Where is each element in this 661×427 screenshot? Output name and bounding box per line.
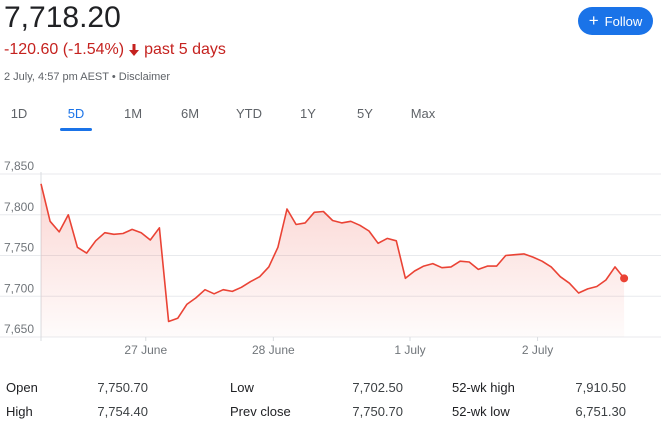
stat-value-open: 7,750.70 xyxy=(97,380,148,395)
stat-value-prev-close: 7,750.70 xyxy=(352,404,403,419)
tab-1y[interactable]: 1Y xyxy=(300,106,316,121)
y-tick-label: 7,850 xyxy=(4,159,34,173)
stat-value-high: 7,754.40 xyxy=(97,404,148,419)
active-tab-indicator xyxy=(60,128,92,131)
tab-ytd[interactable]: YTD xyxy=(236,106,262,121)
tab-1d[interactable]: 1D xyxy=(10,106,28,121)
time-range-tabs: 1D 5D 1M 6M YTD 1Y 5Y Max xyxy=(0,104,661,131)
key-stats: Open 7,750.70 Low 7,702.50 52-wk high 7,… xyxy=(0,380,661,424)
price-area xyxy=(41,183,625,337)
y-tick-label: 7,700 xyxy=(4,281,34,295)
stats-row: High 7,754.40 Prev close 7,750.70 52-wk … xyxy=(0,404,661,424)
timestamp: 2 July, 4:57 pm AEST xyxy=(4,71,109,83)
stat-label-low: Low xyxy=(230,380,254,395)
x-tick-label: 1 July xyxy=(394,343,425,357)
tab-max[interactable]: Max xyxy=(410,106,436,121)
x-tick-label: 28 June xyxy=(252,343,295,357)
stat-label-prev-close: Prev close xyxy=(230,404,291,419)
meta-separator: • xyxy=(111,71,116,83)
y-tick-label: 7,750 xyxy=(4,241,34,255)
current-price-marker xyxy=(620,274,629,283)
price-chart[interactable]: 7,850 7,800 7,750 7,700 7,650 27 June 28 June… xyxy=(0,158,661,358)
chart-svg: 7,850 7,800 7,750 7,700 7,650 27 June 28 June… xyxy=(0,159,661,357)
follow-button[interactable]: + Follow xyxy=(578,7,653,35)
change-value: -120.60 (-1.54%) xyxy=(4,41,125,58)
follow-label: Follow xyxy=(604,13,643,29)
stat-value-52wk-low: 6,751.30 xyxy=(575,404,626,419)
disclaimer-link[interactable]: Disclaimer xyxy=(118,71,171,83)
tab-5d[interactable]: 5D xyxy=(67,106,85,121)
y-tick-label: 7,650 xyxy=(4,322,34,336)
stat-label-52wk-low: 52-wk low xyxy=(452,404,510,419)
quote-meta: 2 July, 4:57 pm AEST • Disclaimer xyxy=(4,70,170,84)
y-tick-label: 7,800 xyxy=(4,200,34,214)
price-line xyxy=(40,183,625,323)
arrow-down-icon xyxy=(129,44,140,56)
price-change: -120.60 (-1.54%) past 5 days xyxy=(4,40,226,60)
stat-label-open: Open xyxy=(6,380,38,395)
stat-value-low: 7,702.50 xyxy=(352,380,403,395)
stat-value-52wk-high: 7,910.50 xyxy=(575,380,626,395)
current-price: 7,718.20 xyxy=(4,1,121,34)
stat-label-52wk-high: 52-wk high xyxy=(452,380,515,395)
stat-label-high: High xyxy=(6,404,33,419)
plus-icon: + xyxy=(588,11,599,30)
stats-row: Open 7,750.70 Low 7,702.50 52-wk high 7,… xyxy=(0,380,661,400)
tab-1m[interactable]: 1M xyxy=(123,106,143,121)
x-tick-label: 2 July xyxy=(522,343,553,357)
change-period: past 5 days xyxy=(144,41,226,58)
tab-5y[interactable]: 5Y xyxy=(357,106,373,121)
x-tick-label: 27 June xyxy=(124,343,167,357)
tab-6m[interactable]: 6M xyxy=(180,106,200,121)
